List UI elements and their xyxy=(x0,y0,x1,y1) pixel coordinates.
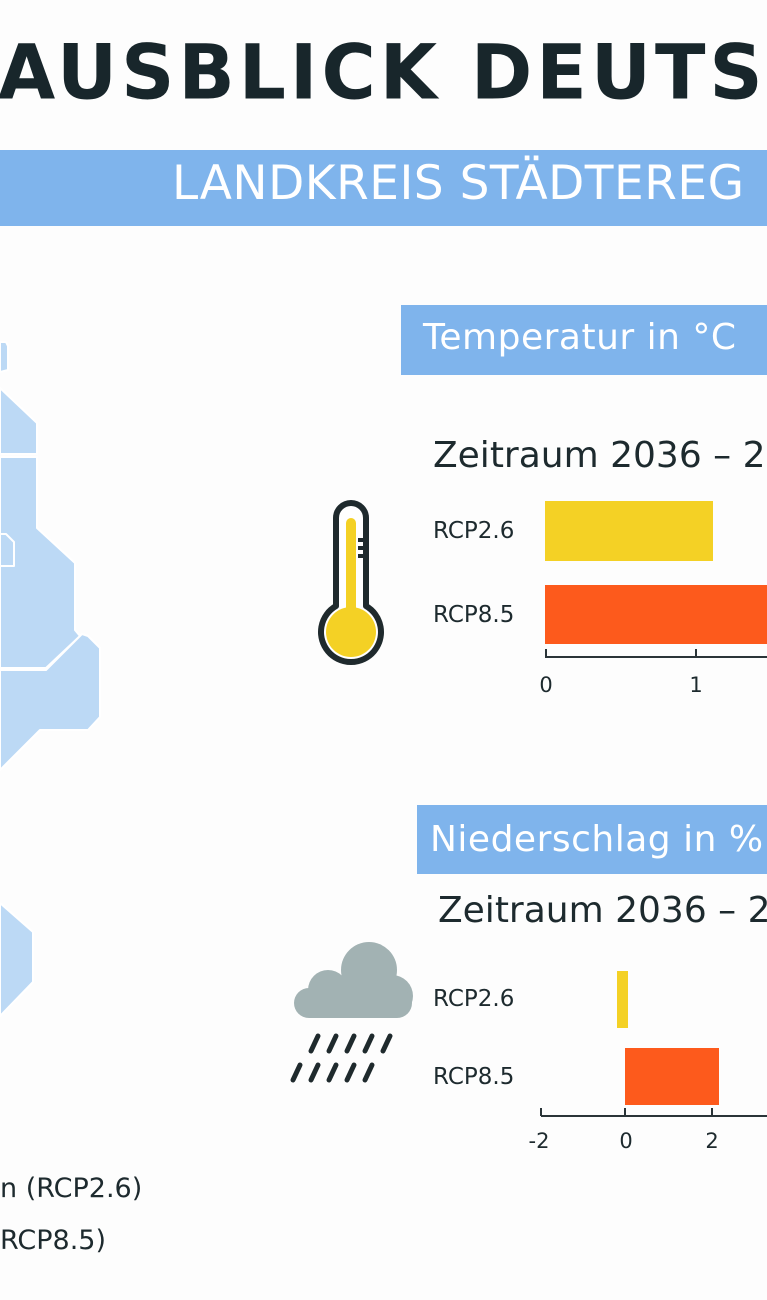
subtitle-band xyxy=(0,150,767,226)
temperature-tick-label-0: 0 xyxy=(539,673,553,697)
precipitation-section-title: Niederschlag in % xyxy=(430,819,764,860)
temperature-tick-label-1: 1 xyxy=(689,673,703,697)
temperature-bar-rcp26 xyxy=(545,501,713,561)
rain-cloud-icon xyxy=(290,942,413,1083)
precipitation-tick-0 xyxy=(624,1108,626,1116)
temperature-tick-0 xyxy=(545,649,547,657)
precipitation-label-rcp26: RCP2.6 xyxy=(433,986,515,1012)
map-region-middle xyxy=(0,456,81,669)
precipitation-tick-label-2: 2 xyxy=(705,1129,719,1153)
precipitation-header-band xyxy=(417,805,767,874)
precipitation-tick-label-0: 0 xyxy=(619,1129,633,1153)
subtitle: LANDKREIS STÄDTEREG xyxy=(172,156,745,211)
legend-rcp26: n (RCP2.6) xyxy=(0,1173,143,1204)
precipitation-bar-rcp85 xyxy=(625,1048,719,1105)
temperature-bar-rcp85 xyxy=(545,585,767,644)
temperature-tick-1 xyxy=(695,649,697,657)
legend-rcp85: RCP8.5) xyxy=(0,1225,107,1256)
precipitation-tick-neg2 xyxy=(540,1108,542,1116)
precipitation-label-rcp85: RCP8.5 xyxy=(433,1064,515,1090)
precipitation-x-axis xyxy=(541,1115,767,1117)
district-map xyxy=(0,341,101,1017)
temperature-label-rcp26: RCP2.6 xyxy=(433,518,515,544)
precipitation-tick-2 xyxy=(711,1108,713,1116)
map-region-south xyxy=(0,902,34,1017)
temperature-x-axis xyxy=(545,656,767,658)
main-title: AUSBLICK DEUTS xyxy=(0,29,767,117)
map-region-lower xyxy=(0,633,101,771)
temperature-label-rcp85: RCP8.5 xyxy=(433,602,515,628)
temperature-header-band xyxy=(401,305,767,375)
precipitation-period: Zeitraum 2036 – 2 xyxy=(438,890,767,931)
temperature-section-title: Temperatur in °C xyxy=(423,317,737,358)
map-region-inner xyxy=(0,533,15,567)
precipitation-tick-label-neg2: -2 xyxy=(528,1129,550,1153)
thermometer-icon xyxy=(318,500,384,665)
map-region-north-stub xyxy=(0,341,9,373)
precipitation-bar-rcp26 xyxy=(617,971,628,1028)
temperature-period: Zeitraum 2036 – 2 xyxy=(433,435,766,476)
map-region-upper xyxy=(0,387,38,455)
